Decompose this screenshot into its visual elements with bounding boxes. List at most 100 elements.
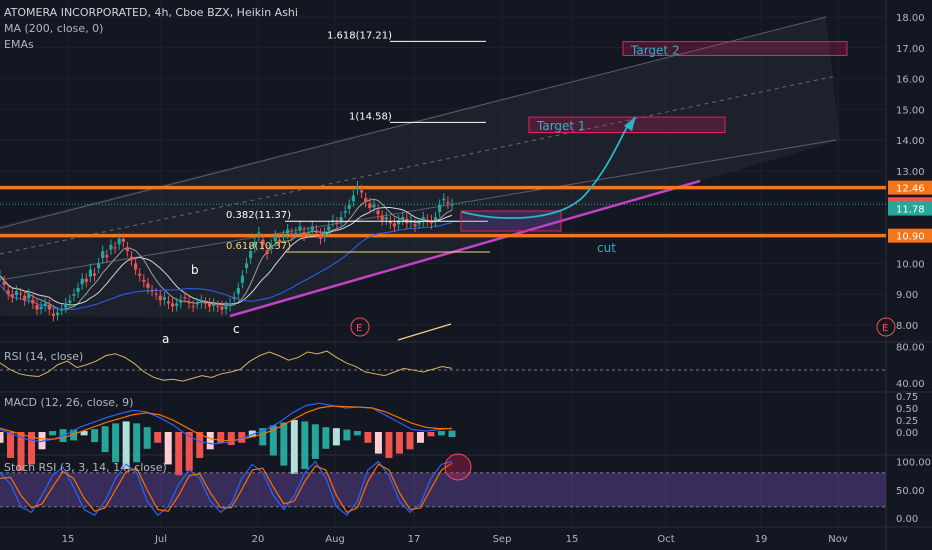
candle[interactable] [138,273,142,276]
macd-histogram-bar[interactable] [175,432,183,476]
candle[interactable] [360,190,364,193]
candle[interactable] [199,300,203,303]
candle[interactable] [43,303,47,306]
candle[interactable] [335,222,339,224]
candle[interactable] [253,241,257,248]
macd-histogram-bar[interactable] [112,423,120,463]
candle[interactable] [97,263,101,269]
macd-histogram-bar[interactable] [290,420,298,474]
candle[interactable] [388,221,392,224]
candle[interactable] [438,204,442,212]
candle[interactable] [236,288,240,294]
price-label-box[interactable] [888,228,932,243]
candle[interactable] [310,226,314,231]
candle[interactable] [396,220,401,225]
candle[interactable] [429,220,434,224]
candle[interactable] [343,211,347,213]
candle[interactable] [2,281,6,285]
candle[interactable] [220,306,224,310]
rsi-label[interactable]: RSI (14, close) [4,350,84,363]
macd-histogram-bar[interactable] [196,432,204,458]
macd-histogram-bar[interactable] [133,423,141,463]
rsi-line[interactable] [0,350,453,382]
candle[interactable] [183,297,187,299]
macd-histogram-bar[interactable] [217,432,225,443]
candle[interactable] [101,251,105,259]
macd-histogram-bar[interactable] [416,432,424,443]
candle[interactable] [203,302,208,304]
macd-histogram-bar[interactable] [0,432,4,443]
candle[interactable] [244,263,249,269]
candle[interactable] [298,226,302,231]
candle[interactable] [113,247,117,249]
candle[interactable] [347,204,351,209]
candle[interactable] [105,255,109,258]
macd-histogram-bar[interactable] [80,431,88,436]
channel-lower-line[interactable] [0,139,837,281]
rsi-pane[interactable] [0,350,886,382]
candle[interactable] [162,297,166,300]
candle[interactable] [109,244,113,250]
candle[interactable] [39,306,43,309]
candle[interactable] [84,278,88,282]
candle[interactable] [446,201,450,204]
macd-histogram-bar[interactable] [406,432,414,450]
candle[interactable] [80,278,84,285]
macd-histogram-bar[interactable] [427,432,435,437]
ma-indicator-label[interactable]: MA (200, close, 0) [4,22,104,35]
candle[interactable] [249,251,253,259]
candle[interactable] [323,232,327,237]
candle[interactable] [339,217,343,222]
price-label-box[interactable] [888,201,932,216]
macd-histogram-bar[interactable] [311,424,319,459]
macd-line[interactable] [0,402,453,445]
projection-curve[interactable] [461,126,628,219]
candle[interactable] [286,229,290,234]
macd-histogram-bar[interactable] [7,432,15,458]
candle[interactable] [179,300,183,303]
candle[interactable] [18,293,23,295]
candle[interactable] [14,291,19,296]
macd-histogram-bar[interactable] [437,431,445,436]
candle[interactable] [125,247,129,252]
target-box-2[interactable] [622,41,848,56]
macd-histogram-bar[interactable] [280,422,288,466]
ma-200-line[interactable] [0,222,453,311]
stoch-rsi-pane[interactable] [0,453,886,517]
macd-signal-line[interactable] [0,405,452,442]
candle[interactable] [55,312,60,316]
candle[interactable] [368,203,372,208]
macd-histogram-bar[interactable] [385,432,393,458]
stoch-rsi-label[interactable]: Stoch RSI (3, 3, 14, 14, close) [4,461,167,474]
candle[interactable] [302,231,306,236]
macd-histogram-bar[interactable] [28,432,36,465]
candle[interactable] [425,219,429,221]
macd-histogram-bar[interactable] [70,429,78,441]
candle[interactable] [294,232,298,234]
candle[interactable] [224,306,228,309]
candle[interactable] [433,217,438,222]
macd-histogram-bar[interactable] [395,432,403,454]
macd-histogram-bar[interactable] [353,431,361,436]
candle[interactable] [88,269,92,277]
macd-label[interactable]: MACD (12, 26, close, 9) [4,396,134,409]
candle[interactable] [281,235,286,238]
macd-histogram-bar[interactable] [185,432,193,471]
price-label-box[interactable] [888,180,932,195]
macd-histogram-bar[interactable] [164,432,172,465]
candle[interactable] [450,204,454,206]
macd-histogram-bar[interactable] [322,427,330,449]
candle[interactable] [380,215,384,221]
candle[interactable] [306,232,310,234]
candle[interactable] [269,244,273,248]
candle[interactable] [27,294,31,299]
candle[interactable] [170,303,175,307]
candle[interactable] [191,305,195,307]
emas-indicator-label[interactable]: EMAs [4,38,34,51]
macd-histogram-bar[interactable] [248,430,256,438]
candle[interactable] [166,301,171,304]
candle[interactable] [121,238,125,242]
candle[interactable] [442,198,446,201]
earnings-marker[interactable] [350,317,370,337]
macd-histogram-bar[interactable] [49,431,57,436]
